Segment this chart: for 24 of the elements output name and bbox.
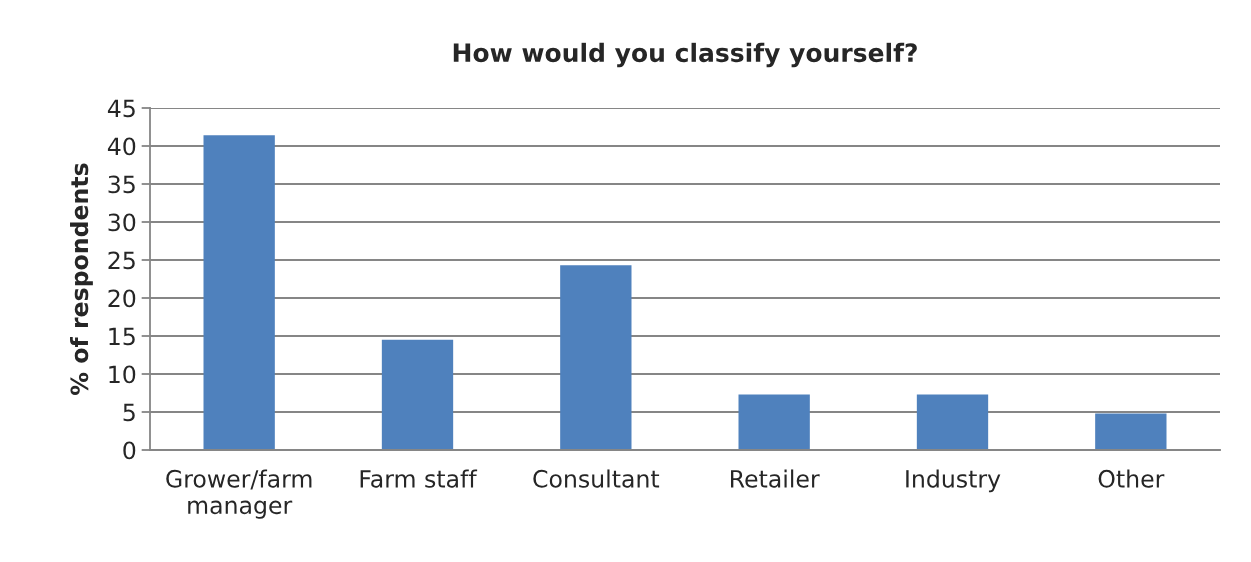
x-tick-label: Industry: [906, 469, 1001, 493]
x-tick-label: Retailer: [731, 469, 820, 488]
x-tick-label: Farm staff: [360, 469, 478, 488]
y-axis-title: % of respondents: [70, 163, 93, 395]
bar: [381, 339, 454, 450]
bar: [203, 135, 275, 450]
y-tick-label: 25: [108, 251, 135, 270]
y-tick-label: 0: [123, 441, 136, 460]
y-tick-label: 45: [107, 99, 135, 118]
bar: [916, 394, 989, 450]
bar: [738, 394, 810, 450]
y-tick-label: 35: [108, 175, 135, 194]
y-tick-label: 20: [108, 289, 136, 308]
bar: [1095, 413, 1167, 450]
x-tick-label: Consultant: [533, 469, 660, 488]
x-tick-label: Grower/farm manager: [166, 469, 312, 519]
chart-title: How would you classify yourself?: [453, 42, 917, 68]
bar: [560, 265, 632, 450]
y-tick-label: 10: [109, 365, 136, 384]
y-tick-label: 40: [107, 137, 136, 156]
x-tick-label: Other: [1098, 469, 1165, 488]
y-tick-label: 5: [123, 403, 135, 422]
y-tick-label: 30: [108, 213, 136, 232]
y-tick-label: 15: [109, 327, 135, 346]
